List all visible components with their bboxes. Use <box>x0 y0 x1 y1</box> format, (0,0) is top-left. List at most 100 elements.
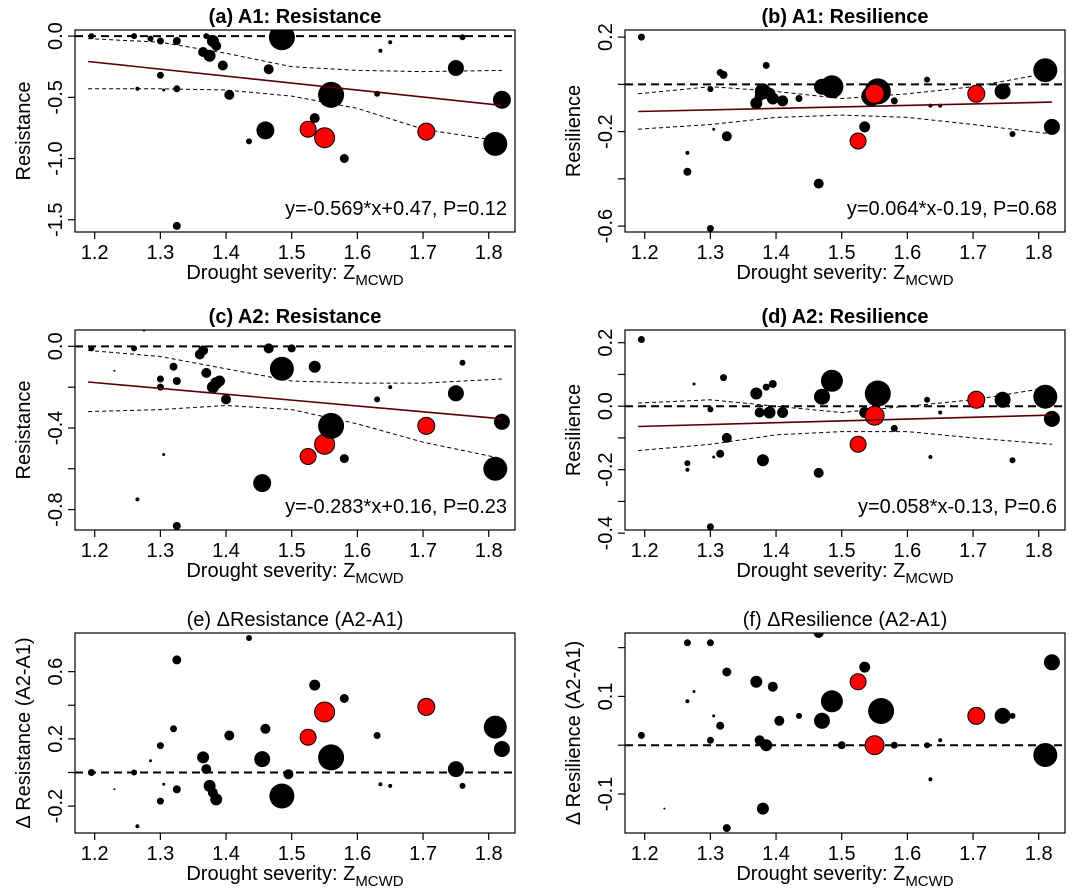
plot-area <box>75 330 515 530</box>
x-tick-label: 1.5 <box>828 843 856 865</box>
x-tick-label: 1.3 <box>696 242 724 264</box>
data-point-red <box>864 405 885 426</box>
data-point <box>318 412 345 439</box>
data-point <box>766 92 779 105</box>
y-tick-label: 0.1 <box>595 683 617 711</box>
data-point <box>706 523 714 530</box>
data-point <box>378 782 383 787</box>
y-tick-label: -0.2 <box>45 789 67 823</box>
x-axis-label: Drought severity: ZMCWD <box>186 863 403 890</box>
data-point <box>156 71 164 79</box>
data-point <box>254 751 271 768</box>
data-point <box>459 34 466 41</box>
x-axis-label: Drought severity: ZMCWD <box>736 262 953 289</box>
ci-lower-line <box>638 114 1052 135</box>
data-point <box>685 150 690 155</box>
data-point <box>156 797 164 805</box>
data-point <box>756 802 769 815</box>
data-point <box>706 639 714 647</box>
regression-equation: y=-0.569*x+0.47, P=0.12 <box>285 198 507 220</box>
data-point <box>868 698 895 724</box>
data-point <box>256 121 275 140</box>
ci-upper-line <box>638 386 1052 414</box>
data-point <box>147 35 154 42</box>
x-tick-label: 1.3 <box>146 242 174 264</box>
x-axis-label-main: Drought severity: Z <box>736 560 905 582</box>
data-point <box>373 732 381 739</box>
data-point <box>378 48 383 53</box>
data-point <box>201 764 212 775</box>
x-tick-label: 1.6 <box>893 540 921 562</box>
data-point <box>813 178 824 189</box>
data-point <box>928 777 933 782</box>
data-point <box>890 97 898 105</box>
data-point <box>309 679 321 691</box>
data-point <box>374 396 381 403</box>
data-point-red <box>849 132 867 150</box>
data-point <box>172 37 181 45</box>
y-tick-label: 0.2 <box>595 23 617 51</box>
data-point <box>172 655 182 665</box>
data-point <box>1009 131 1016 137</box>
data-point <box>156 375 164 383</box>
data-point <box>211 40 222 51</box>
x-tick-label: 1.7 <box>409 540 437 562</box>
x-tick-label: 1.3 <box>146 843 174 865</box>
data-point <box>493 413 510 430</box>
data-point <box>263 64 274 75</box>
panel-f: (f) ΔResilience (A2-A1) 1.2 1.3 1.4 1.5 1.6 1.… <box>563 609 1066 890</box>
x-tick-label: 1.4 <box>212 540 240 562</box>
data-point <box>1033 384 1058 409</box>
data-point <box>864 380 891 407</box>
data-point <box>837 741 846 750</box>
plot-frame <box>74 29 516 233</box>
data-point <box>663 807 666 810</box>
x-tick-label: 1.8 <box>475 843 503 865</box>
data-point <box>203 33 210 40</box>
data-point <box>722 667 732 677</box>
data-point <box>1009 457 1016 464</box>
data-point <box>493 741 510 757</box>
data-point <box>388 40 393 45</box>
data-point <box>719 70 728 79</box>
data-point <box>156 383 164 391</box>
data-point <box>172 521 181 530</box>
data-point <box>721 131 732 142</box>
data-point <box>924 396 931 403</box>
plot-area <box>625 633 1065 833</box>
x-tick-label: 1.4 <box>212 242 240 264</box>
data-point <box>820 75 844 99</box>
data-point <box>1043 654 1060 671</box>
data-point-red <box>299 120 317 138</box>
data-point <box>683 639 691 647</box>
y-tick-label: 0.2 <box>45 725 67 753</box>
x-axis-label: Drought severity: ZMCWD <box>186 262 403 289</box>
data-point <box>131 33 138 40</box>
x-tick-label: 1.8 <box>1025 242 1053 264</box>
y-tick-label: -0.8 <box>45 492 67 526</box>
chart-title: (b) A1: Resilience <box>761 6 928 28</box>
data-point <box>339 694 349 703</box>
data-point <box>706 225 714 232</box>
ci-upper-line <box>88 349 502 384</box>
x-tick-label: 1.7 <box>959 242 987 264</box>
data-point <box>1033 58 1058 83</box>
data-point <box>172 377 181 385</box>
x-tick-label: 1.8 <box>475 540 503 562</box>
y-axis-label: Resistance <box>13 381 35 480</box>
x-tick-label: 1.6 <box>343 843 371 865</box>
panel-d: (d) A2: Resilience 1.2 1.3 1.4 1.5 1.6 1.7 1.8 0… <box>563 306 1066 587</box>
data-point <box>492 90 511 109</box>
data-point <box>162 88 166 92</box>
x-tick-label: 1.3 <box>146 540 174 562</box>
x-tick-label: 1.7 <box>409 843 437 865</box>
data-point <box>685 467 690 472</box>
chart-title: (f) ΔResilience (A2-A1) <box>743 609 948 631</box>
plot-area <box>625 336 1065 530</box>
data-point <box>269 783 295 809</box>
data-point <box>201 367 212 378</box>
data-point <box>287 344 296 353</box>
regression-equation: y=0.064*x-0.19, P=0.68 <box>847 198 1057 220</box>
data-point <box>762 383 770 391</box>
y-tick-label: -0.2 <box>595 452 617 486</box>
